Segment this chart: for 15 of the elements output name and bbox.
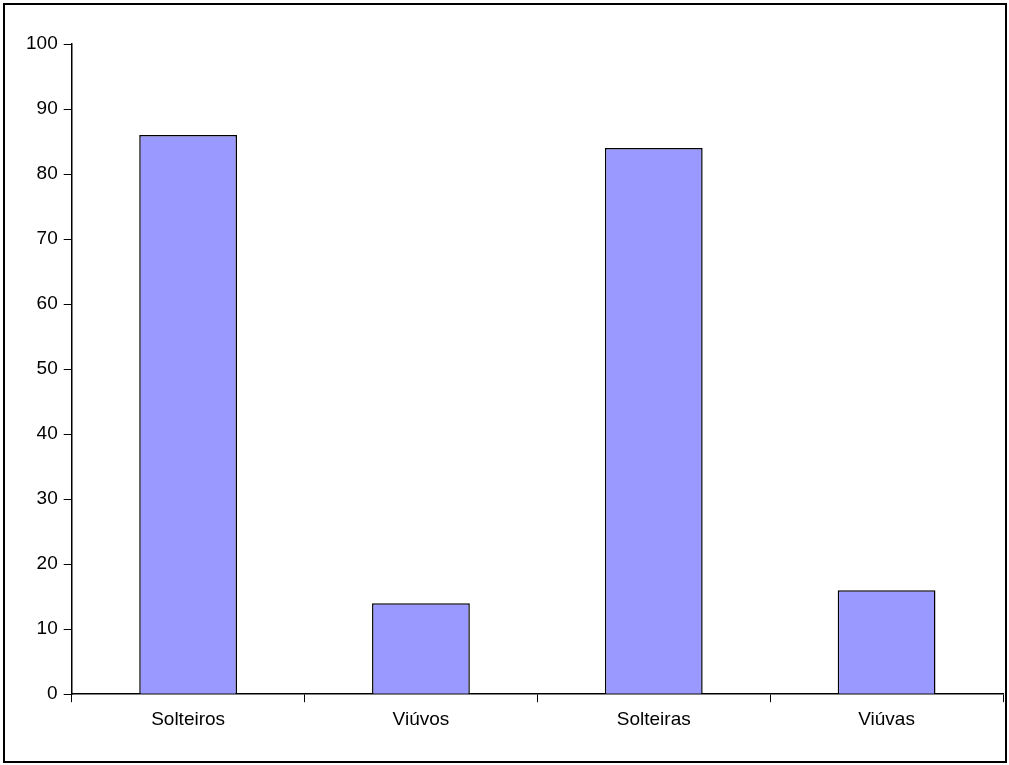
x-tick-label: Viúvas (858, 707, 915, 729)
x-tick-label: Solteiros (151, 707, 226, 729)
y-tick-label: 10 (36, 617, 58, 639)
y-tick-label: 20 (36, 552, 58, 574)
y-tick-label: 90 (36, 97, 58, 119)
x-tick-label: Viúvos (392, 707, 450, 729)
y-tick-label: 70 (36, 227, 58, 249)
y-tick-label: 60 (36, 292, 58, 314)
y-tick-label: 100 (26, 32, 58, 54)
y-tick-label: 0 (47, 682, 58, 704)
y-tick-label: 80 (36, 162, 58, 184)
y-tick-label: 50 (36, 357, 58, 379)
y-tick-label: 30 (36, 487, 58, 509)
x-tick-label: Solteiras (616, 707, 691, 729)
y-tick-label: 40 (36, 422, 58, 444)
